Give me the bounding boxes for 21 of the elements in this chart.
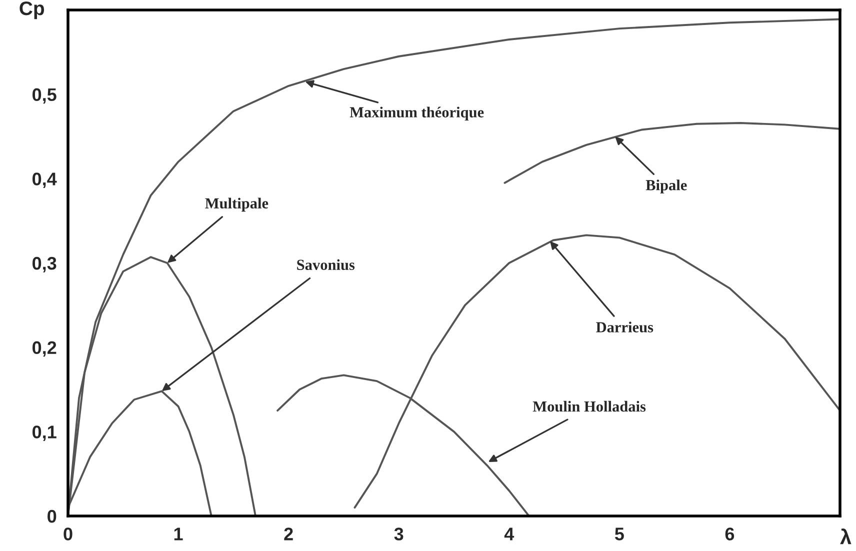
x-tick-label: 3 xyxy=(394,528,404,540)
x-tick-label: 1 xyxy=(174,528,183,540)
annotation: Maximum théorique xyxy=(350,106,484,121)
annotation: Multipale xyxy=(205,198,268,212)
y-axis-title: Cp xyxy=(20,1,44,20)
x-tick-label: 0 xyxy=(64,528,72,540)
y-tick-label: 0 xyxy=(48,510,56,523)
y-tick-label: 0,2 xyxy=(32,341,56,357)
y-tick-label: 0,4 xyxy=(32,172,57,188)
annotation: Darrieus xyxy=(596,322,654,332)
y-tick-label: 0,5 xyxy=(32,88,56,104)
annotation: Moulin Holladais xyxy=(532,400,646,412)
x-axis-title: λ xyxy=(840,528,852,544)
y-tick-label: 0,3 xyxy=(32,256,56,272)
x-tick-label: 6 xyxy=(725,528,734,540)
y-tick-label: 0,1 xyxy=(32,426,56,442)
annotation: Bipale xyxy=(646,180,687,194)
x-tick-label: 2 xyxy=(284,528,293,540)
x-tick-label: 5 xyxy=(614,528,624,540)
annotation: Savonius xyxy=(297,259,355,270)
x-tick-label: 4 xyxy=(504,528,514,540)
